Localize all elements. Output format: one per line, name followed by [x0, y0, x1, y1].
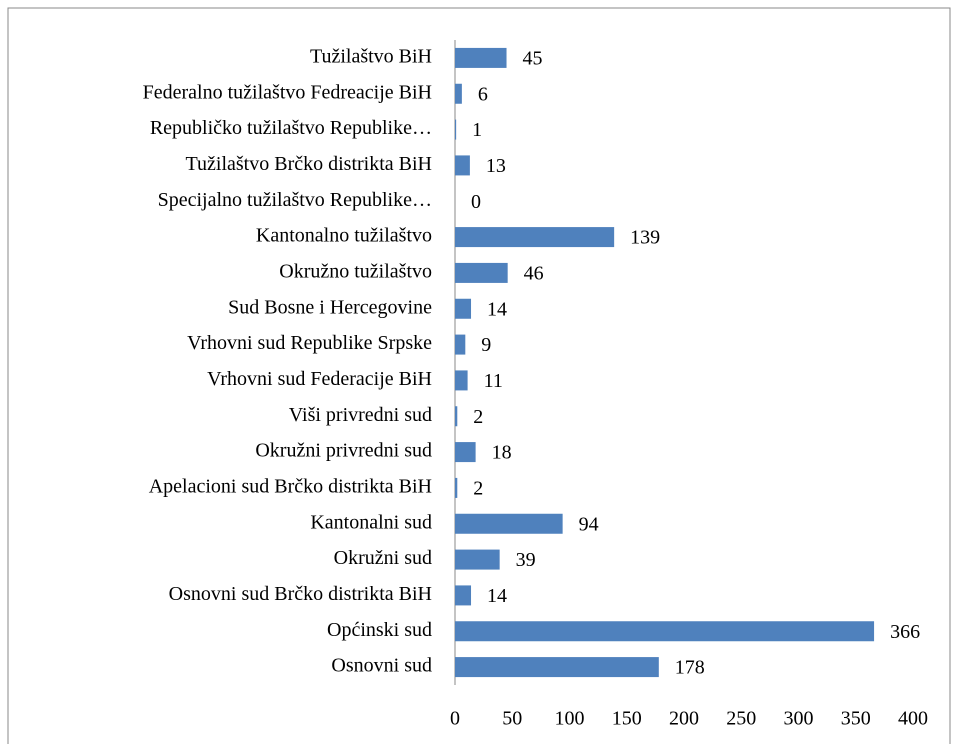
x-tick-label: 350	[841, 708, 871, 730]
value-label: 94	[579, 513, 599, 535]
x-tick-label: 50	[502, 708, 522, 730]
bar	[455, 262, 508, 283]
y-tick-label: Okružni sud	[334, 547, 432, 569]
x-tick-label: 100	[555, 708, 585, 730]
bar	[455, 298, 472, 319]
value-label: 2	[473, 478, 483, 500]
value-label: 2	[473, 406, 483, 428]
chart-border	[7, 7, 951, 744]
y-tick-label: Okružni privredni sud	[255, 440, 432, 462]
value-label: 178	[675, 657, 705, 679]
y-tick-label: Općinski sud	[327, 619, 432, 641]
value-label: 13	[486, 155, 506, 177]
value-label: 0	[471, 191, 481, 213]
bar	[455, 657, 659, 678]
value-label: 14	[487, 298, 507, 320]
value-label: 39	[516, 549, 536, 571]
value-label: 14	[487, 585, 507, 607]
value-label: 9	[481, 334, 491, 356]
value-label: 18	[492, 442, 512, 464]
bar	[455, 585, 472, 606]
y-tick-label: Kantonalni sud	[310, 511, 432, 533]
y-tick-label: Tužilaštvo BiH	[310, 46, 432, 68]
bar	[455, 83, 462, 104]
y-tick-label: Kantonalno tužilaštvo	[256, 225, 432, 247]
y-tick-label: Osnovni sud	[331, 655, 432, 677]
value-label: 1	[472, 119, 482, 141]
y-tick-label: Vrhovni sud Federacije BiH	[207, 368, 432, 390]
bar	[455, 513, 563, 534]
value-label: 11	[484, 370, 503, 392]
bar	[455, 370, 468, 391]
bar	[455, 549, 500, 570]
bar	[455, 621, 875, 642]
bar	[455, 227, 615, 248]
y-tick-label: Specijalno tužilaštvo Republike…	[158, 189, 432, 211]
y-tick-label: Viši privredni sud	[289, 404, 432, 426]
x-tick-label: 150	[612, 708, 642, 730]
y-tick-label: Osnovni sud Brčko distrikta BiH	[169, 583, 432, 605]
bar	[455, 119, 457, 140]
x-tick-label: 300	[784, 708, 814, 730]
value-label: 46	[524, 263, 544, 285]
x-tick-label: 0	[450, 708, 460, 730]
bar	[455, 406, 458, 427]
bar	[455, 47, 507, 68]
x-tick-label: 250	[726, 708, 756, 730]
value-label: 366	[890, 621, 920, 643]
value-label: 139	[630, 227, 660, 249]
bar	[455, 155, 470, 176]
value-label: 45	[523, 48, 543, 70]
x-tick-label: 400	[898, 708, 928, 730]
bar	[455, 442, 476, 463]
x-tick-label: 200	[669, 708, 699, 730]
y-tick-label: Sud Bosne i Hercegovine	[228, 296, 432, 318]
bar	[455, 477, 458, 498]
bar	[455, 334, 466, 355]
y-tick-label: Okružno tužilaštvo	[279, 261, 432, 283]
y-tick-label: Republičko tužilaštvo Republike…	[150, 117, 432, 139]
y-tick-label: Tužilaštvo Brčko distrikta BiH	[186, 153, 432, 175]
y-tick-label: Vrhovni sud Republike Srpske	[187, 332, 432, 354]
y-tick-label: Apelacioni sud Brčko distrikta BiH	[149, 476, 432, 498]
y-tick-label: Federalno tužilaštvo Fedreacije BiH	[143, 81, 432, 103]
value-label: 6	[478, 83, 488, 105]
